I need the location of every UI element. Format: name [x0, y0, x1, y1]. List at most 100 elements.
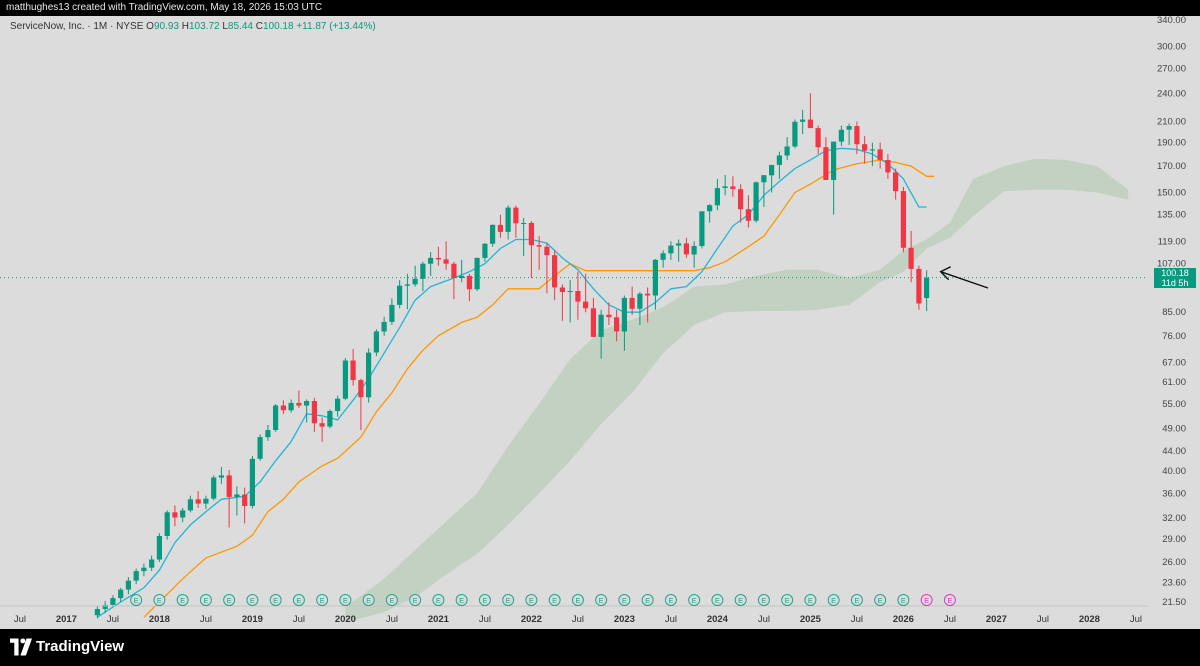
candle-body	[466, 275, 472, 290]
price-axis-label: 55.00	[1162, 399, 1186, 410]
candle-body	[280, 405, 286, 411]
candle-body	[637, 293, 643, 309]
candle-body	[823, 147, 829, 180]
price-axis-label: 240.00	[1157, 88, 1186, 99]
earnings-marker-label: E	[529, 596, 534, 605]
candle-body	[404, 284, 410, 286]
price-axis-label: 61.00	[1162, 377, 1186, 388]
candle-body	[373, 331, 379, 353]
candle-body	[575, 291, 581, 302]
earnings-marker-label: E	[552, 596, 557, 605]
candle-body	[544, 246, 550, 256]
candle-body	[807, 119, 813, 129]
time-axis-label: 2017	[56, 614, 77, 625]
candle-body	[645, 293, 651, 296]
price-chart[interactable]: 340.00 300.00 270.00 240.00 210.00 190.00 170.…	[0, 16, 1200, 629]
bar-countdown: 11d 5h	[1161, 278, 1189, 288]
earnings-marker	[595, 594, 608, 606]
last-price-value: 100.18	[1161, 268, 1189, 278]
time-axis-label: 2028	[1079, 614, 1100, 625]
time-axis-label: 2026	[893, 614, 914, 625]
earnings-marker	[316, 594, 329, 606]
chart-area[interactable]: 340.00 300.00 270.00 240.00 210.00 190.00 170.…	[0, 16, 1200, 629]
candle-body	[629, 297, 635, 309]
time-axis-label: Jul	[665, 614, 677, 625]
candle-body	[521, 223, 527, 224]
earnings-marker-label: E	[668, 596, 673, 605]
earnings-marker-label: E	[273, 596, 278, 605]
price-axis-label: 29.00	[1162, 534, 1186, 545]
earnings-marker	[804, 594, 817, 606]
close-value: 100.18	[262, 21, 294, 32]
candle-body	[924, 277, 930, 298]
candle-body	[265, 430, 271, 438]
earnings-marker-label: E	[692, 596, 697, 605]
candle-body	[381, 321, 387, 332]
price-axis-label: 21.50	[1162, 597, 1186, 608]
candle-body	[257, 437, 263, 459]
candle-body	[676, 243, 682, 246]
earnings-marker-label: E	[831, 596, 836, 605]
candle-body	[885, 160, 891, 173]
candle-body	[652, 259, 658, 296]
earnings-marker	[781, 594, 794, 606]
earnings-marker-label: E	[296, 596, 301, 605]
time-axis-label: 2021	[428, 614, 450, 625]
candle-body	[916, 268, 922, 304]
candle-body	[296, 402, 302, 406]
earnings-marker-label: E	[715, 596, 720, 605]
earnings-marker	[199, 594, 212, 606]
earnings-marker	[362, 594, 375, 606]
candle-body	[110, 598, 116, 605]
candle-body	[428, 257, 434, 264]
time-axis-label: Jul	[572, 614, 584, 625]
annotation-arrow-head	[939, 266, 951, 281]
candle-body	[389, 304, 395, 322]
low-value: 85.44	[227, 21, 253, 32]
time-axis-label: Jul	[758, 614, 770, 625]
candle-body	[443, 259, 449, 264]
candle-body	[195, 499, 201, 504]
footer: TradingView	[0, 629, 1200, 666]
candle-body	[149, 559, 155, 568]
time-axis-label: 2019	[242, 614, 263, 625]
earnings-marker	[664, 594, 677, 606]
candle-body	[753, 182, 759, 221]
candle-body	[567, 291, 573, 292]
earnings-marker-label: E	[436, 596, 441, 605]
candle-body	[815, 128, 821, 148]
price-axis-label: 210.00	[1157, 117, 1186, 128]
candle-body	[273, 405, 279, 430]
price-axis-label: 135.00	[1157, 210, 1186, 221]
tenkan-sen-line	[97, 147, 927, 618]
earnings-marker	[292, 594, 305, 606]
candle-body	[234, 494, 240, 497]
candle-body	[707, 205, 713, 212]
earnings-marker-label: E	[203, 596, 208, 605]
candle-body	[288, 402, 294, 411]
candle-body	[862, 144, 868, 151]
earnings-marker-label: E	[738, 596, 743, 605]
price-axis-label: 40.00	[1162, 466, 1186, 477]
earnings-marker	[827, 594, 840, 606]
earnings-marker-label: E	[924, 596, 929, 605]
price-axis-label: 170.00	[1157, 161, 1186, 172]
earnings-marker-label: E	[761, 596, 766, 605]
candle-body	[435, 257, 441, 260]
candle-body	[590, 308, 596, 337]
candle-body	[730, 186, 736, 190]
earnings-marker	[269, 594, 282, 606]
candle-body	[118, 589, 124, 599]
candle-body	[226, 475, 232, 497]
earnings-marker-label: E	[599, 596, 604, 605]
earnings-marker	[943, 594, 956, 606]
time-axis-label: 2022	[521, 614, 542, 625]
earnings-marker-label: E	[343, 596, 348, 605]
time-axis-label: 2024	[707, 614, 729, 625]
earnings-marker	[850, 594, 863, 606]
candle-body	[552, 255, 558, 288]
candle-body	[397, 285, 403, 305]
candle-body	[327, 411, 333, 427]
price-axis-label: 26.00	[1162, 557, 1186, 568]
earnings-marker	[571, 594, 584, 606]
